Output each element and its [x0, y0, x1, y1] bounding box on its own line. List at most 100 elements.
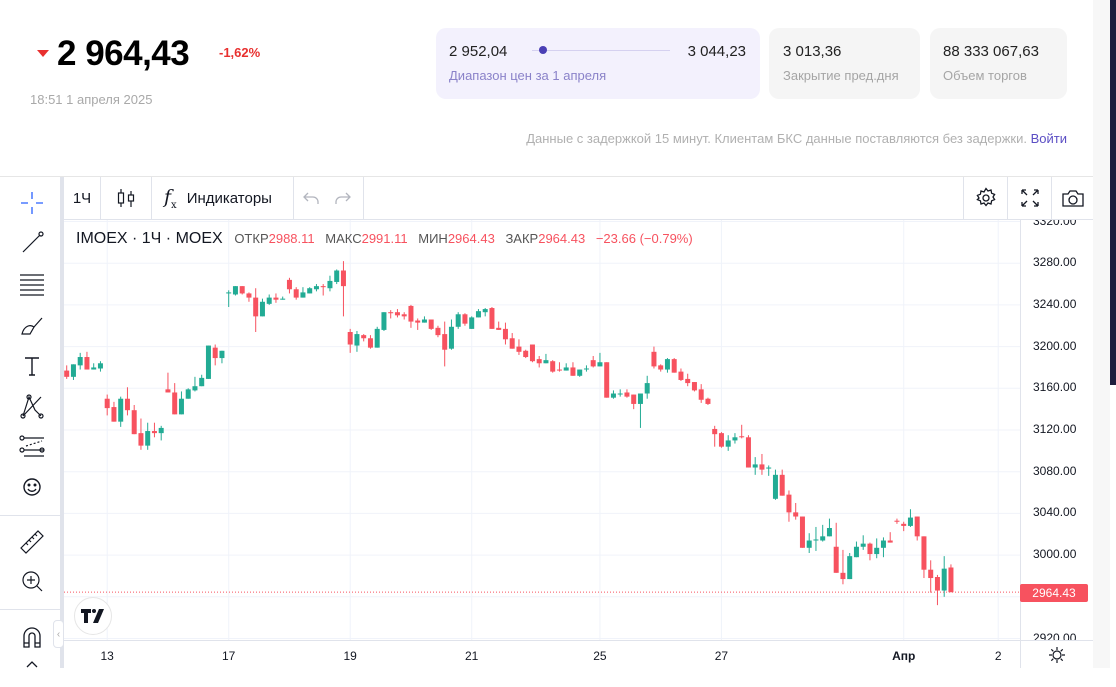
candle-down — [428, 319, 434, 329]
divider — [151, 177, 152, 219]
price-axis[interactable]: 3320.00 3280.00 3240.00 3200.00 3160.00 3120.… — [1020, 220, 1093, 640]
smiley-icon[interactable] — [16, 471, 48, 503]
candle-down — [165, 389, 171, 393]
candle-down — [698, 389, 704, 400]
candles-icon[interactable] — [101, 177, 151, 219]
legend-close: 2964.43 — [538, 231, 586, 246]
lock-icon[interactable] — [16, 655, 48, 687]
price-timestamp: 18:51 1 апреля 2025 — [30, 92, 153, 107]
fullscreen-icon[interactable] — [1008, 177, 1051, 219]
candle-up — [820, 536, 826, 541]
range-high: 3 044,23 — [687, 43, 746, 60]
trend-line-icon[interactable] — [16, 227, 48, 259]
gear-icon[interactable] — [964, 177, 1007, 219]
candle-down — [624, 392, 630, 397]
legend-low: 2964.43 — [447, 231, 495, 246]
prev-close-value: 3 013,36 — [783, 43, 842, 60]
candle-down — [489, 308, 495, 329]
candle-down — [435, 327, 441, 336]
candle-down — [536, 359, 542, 364]
collapse-toolbar-button[interactable]: ‹ — [53, 620, 64, 648]
axis-settings[interactable] — [1020, 640, 1093, 668]
candle-down — [894, 520, 900, 522]
candle-down — [712, 428, 718, 435]
triangle-down-icon — [37, 50, 49, 57]
candle-down — [529, 344, 535, 362]
camera-icon[interactable] — [1052, 177, 1093, 219]
divider — [363, 177, 364, 219]
candle-up — [192, 386, 198, 391]
divider — [0, 176, 1093, 177]
candle-down — [347, 332, 353, 345]
candle-up — [637, 393, 643, 404]
legend-low-label: МИН — [418, 231, 448, 246]
time-tick: 27 — [714, 649, 729, 663]
projection-icon[interactable] — [16, 430, 48, 462]
candle-up — [374, 328, 380, 348]
redo-icon[interactable] — [332, 177, 354, 219]
candle-down — [111, 407, 117, 422]
candle-up — [307, 288, 313, 294]
fib-lines-icon[interactable] — [16, 268, 48, 300]
chart-pane[interactable] — [64, 220, 1020, 640]
candle-up — [725, 440, 731, 447]
candle-up — [577, 369, 583, 376]
crosshair-icon[interactable] — [16, 187, 48, 219]
legend-change: −23.66 (−0.79%) — [595, 231, 693, 246]
time-axis[interactable]: 13 17 19 21 25 27 Апр 2 — [64, 640, 1020, 668]
ruler-icon[interactable] — [16, 526, 48, 558]
range-low: 2 952,04 — [449, 43, 508, 60]
candle-down — [516, 346, 522, 352]
candle-down — [718, 433, 724, 447]
candle-up — [874, 547, 880, 555]
brush-icon[interactable] — [16, 310, 48, 342]
candle-down — [705, 398, 711, 404]
indicators-button[interactable]: fx Индикаторы — [152, 177, 292, 219]
candle-up — [610, 393, 616, 398]
price-tick: 3280.00 — [1033, 255, 1077, 270]
candle-down — [367, 338, 373, 348]
candle-up — [455, 314, 461, 327]
candle-up — [941, 568, 947, 591]
sun-icon[interactable] — [1048, 646, 1066, 664]
price-tick: 2920.00 — [1033, 630, 1077, 641]
candle-up — [482, 309, 488, 313]
delay-notice-text: Данные с задержкой 15 минут. Клиентам БК… — [526, 131, 1027, 146]
legend-close-label: ЗАКР — [505, 231, 539, 246]
candle-up — [219, 350, 225, 359]
candle-up — [813, 539, 819, 541]
candle-up — [543, 360, 549, 364]
zoom-in-icon[interactable] — [16, 565, 48, 597]
candle-up — [334, 270, 340, 282]
candle-down — [901, 523, 907, 526]
pattern-icon[interactable] — [16, 390, 48, 422]
candle-up — [145, 431, 151, 446]
interval-button[interactable]: 1Ч — [72, 189, 92, 207]
time-tick: 17 — [222, 649, 236, 663]
tradingview-logo[interactable] — [74, 597, 112, 635]
candle-up — [327, 280, 333, 289]
candle-up — [205, 345, 211, 379]
candle-down — [394, 312, 400, 316]
login-link[interactable]: Войти — [1030, 131, 1067, 146]
magnet-icon[interactable] — [16, 621, 48, 653]
candle-up — [97, 363, 103, 369]
candle-down — [651, 351, 657, 367]
text-icon[interactable] — [16, 350, 48, 382]
candle-down — [550, 361, 556, 372]
time-tick: 21 — [465, 649, 479, 663]
candle-up — [232, 286, 238, 295]
undo-icon[interactable] — [300, 177, 322, 219]
candle-down — [570, 367, 576, 376]
candle-down — [246, 293, 252, 298]
candle-down — [388, 312, 394, 314]
candle-down — [793, 512, 799, 517]
chart-legend: IMOEX · 1Ч · MOEX ОТКР2988.11 МАКС2991.1… — [76, 230, 700, 248]
price-tick: 3200.00 — [1033, 338, 1077, 353]
day-range-card: 2 952,04 3 044,23 Диапазон цен за 1 апре… — [436, 28, 760, 99]
scrollbar[interactable] — [1110, 0, 1116, 385]
legend-high-label: МАКС — [325, 231, 362, 246]
divider — [0, 515, 60, 516]
candle-down — [286, 279, 292, 290]
candle-down — [172, 392, 178, 415]
